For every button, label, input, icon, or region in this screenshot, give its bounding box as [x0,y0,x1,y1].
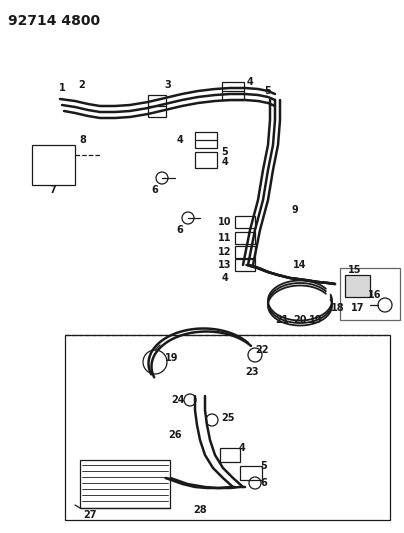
Bar [32,145,75,185]
Bar [235,246,255,258]
Bar [80,460,170,508]
Bar [235,232,255,244]
Text: 19: 19 [165,353,179,363]
Text: 21: 21 [275,315,289,325]
Text: 5: 5 [222,147,228,157]
Bar [195,152,217,168]
Text: 28: 28 [193,505,207,515]
Text: 26: 26 [168,430,182,440]
Bar [235,216,255,228]
Text: 12: 12 [218,247,232,257]
Bar [220,448,240,462]
Text: 4: 4 [177,135,183,145]
Text: 6: 6 [152,185,158,195]
Text: 14: 14 [293,260,307,270]
Text: 4: 4 [239,443,245,453]
Text: 6: 6 [261,478,267,488]
Bar [235,259,255,271]
Text: 16: 16 [368,290,382,300]
Bar [340,268,400,320]
Text: 17: 17 [351,303,365,313]
Text: 5: 5 [265,86,271,96]
Text: 8: 8 [80,135,86,145]
Text: 22: 22 [255,345,269,355]
Text: 6: 6 [177,225,183,235]
Bar [240,466,262,480]
Text: 3: 3 [164,80,171,90]
Text: 9: 9 [292,205,299,215]
Text: 1: 1 [59,83,65,93]
Text: 4: 4 [246,77,253,87]
Bar [195,132,217,148]
Text: 92714 4800: 92714 4800 [8,14,100,28]
Text: 15: 15 [348,265,362,275]
Text: 23: 23 [245,367,259,377]
Text: 5: 5 [261,461,267,471]
Text: 27: 27 [83,510,97,520]
Text: 18: 18 [331,303,345,313]
Text: 25: 25 [221,413,235,423]
Text: 4: 4 [222,157,228,167]
Bar [65,335,390,520]
Text: 24: 24 [171,395,185,405]
Text: 7: 7 [50,185,57,195]
Text: 19: 19 [309,315,323,325]
Bar [222,82,244,100]
Text: 20: 20 [293,315,307,325]
Text: 13: 13 [218,260,232,270]
Text: 4: 4 [222,273,228,283]
Text: 10: 10 [218,217,232,227]
Text: 11: 11 [218,233,232,243]
Text: 2: 2 [79,80,85,90]
Bar [345,275,370,297]
Bar [148,95,166,117]
